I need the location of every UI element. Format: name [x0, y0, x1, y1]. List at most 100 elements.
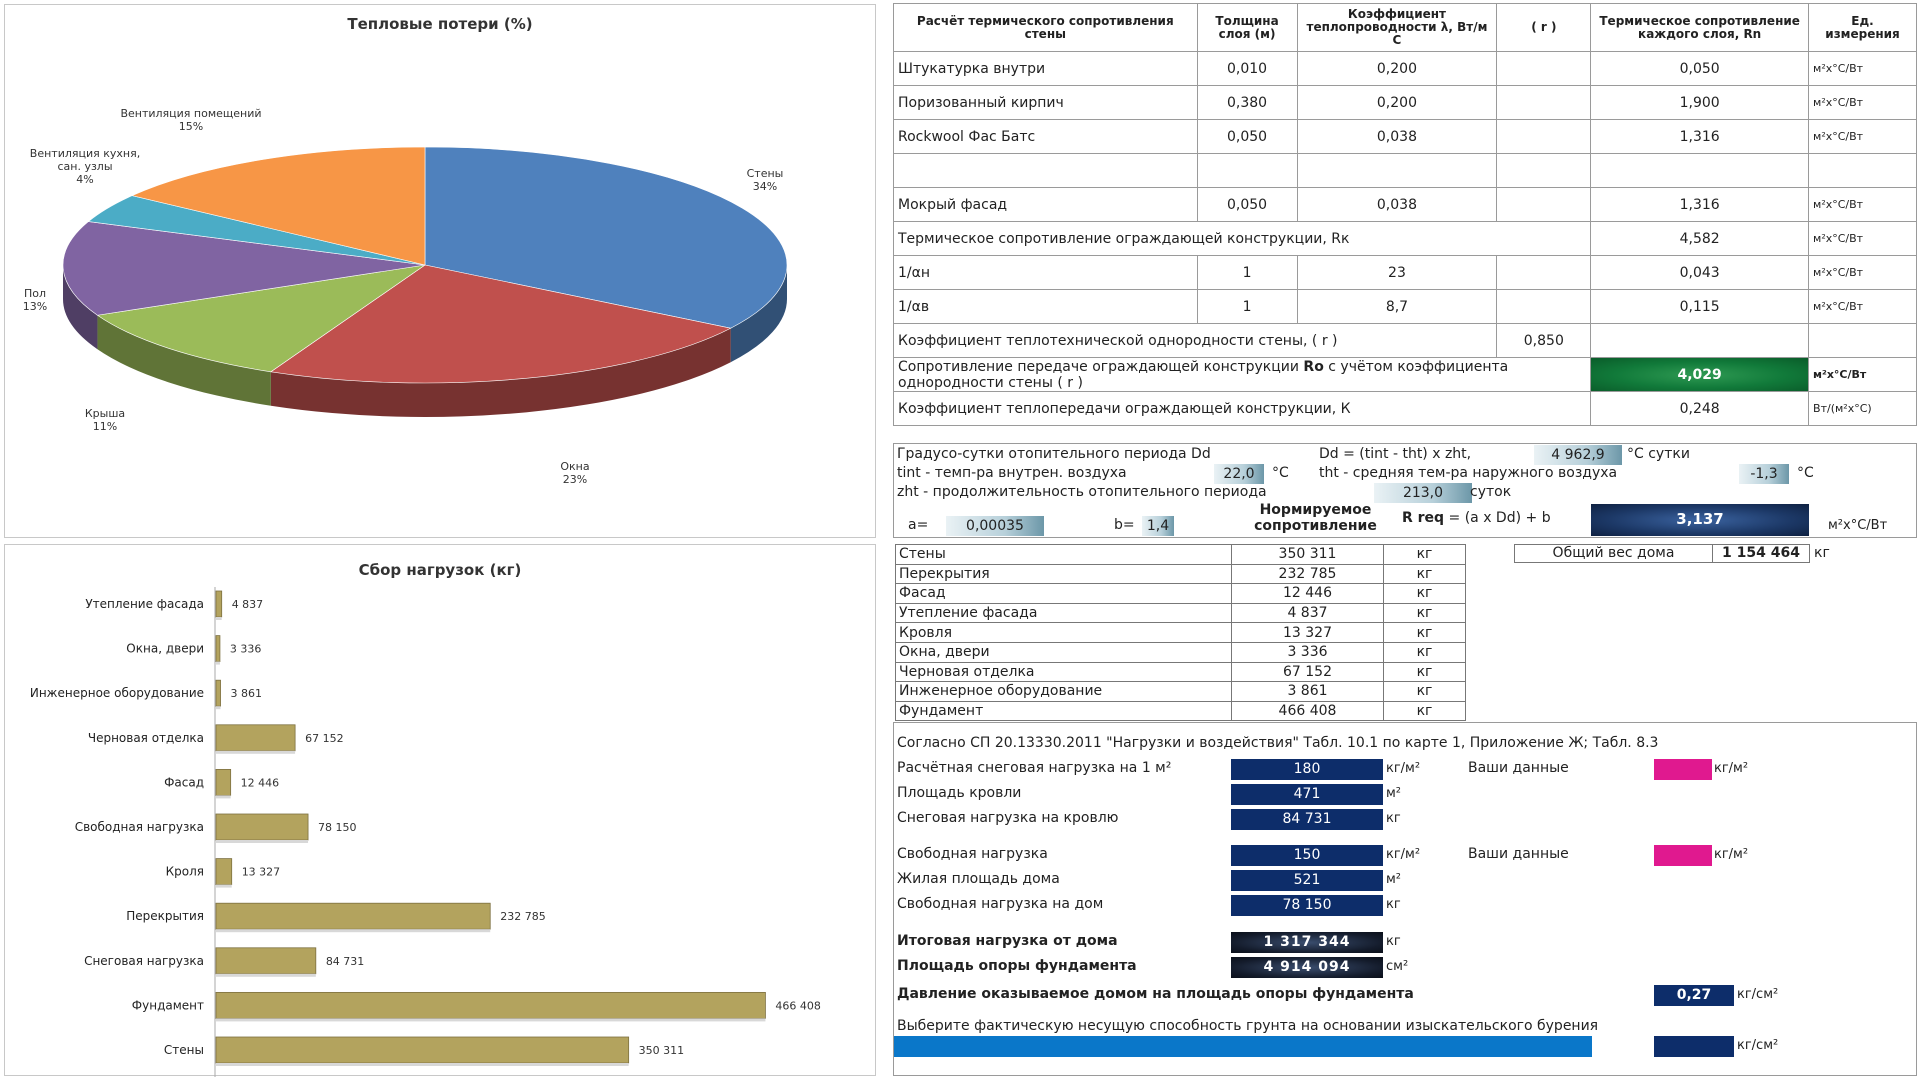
b-value[interactable]: 1,4: [1142, 516, 1174, 536]
load-value[interactable]: 13 327: [1231, 622, 1384, 643]
av-n[interactable]: 1: [1196, 289, 1298, 324]
degree-days-block: Градусо-сутки отопительного периода Dd D…: [893, 443, 1917, 538]
tht-value[interactable]: -1,3: [1739, 464, 1789, 484]
bar-shadow: [216, 929, 491, 933]
soil-capacity-select[interactable]: [894, 1036, 1592, 1057]
load-value[interactable]: 12 446: [1231, 583, 1384, 604]
loads-row: Стены 350 311 кг: [895, 544, 1466, 565]
snow-load-value[interactable]: 180: [1231, 759, 1383, 780]
tint-unit: °С: [1272, 465, 1289, 481]
foundation-area-value[interactable]: 4 914 094: [1231, 957, 1383, 978]
dd-label: Градусо-сутки отопительного периода Dd: [897, 446, 1211, 462]
norm-reference: Согласно СП 20.13330.2011 "Нагрузки и во…: [897, 735, 1659, 751]
layer-unit: м²х°С/Вт: [1808, 51, 1917, 86]
load-unit: кг: [1383, 583, 1466, 604]
pressure-value[interactable]: 0,27: [1654, 985, 1734, 1006]
ro-value[interactable]: 4,029: [1590, 357, 1810, 392]
living-area-unit: м²: [1386, 872, 1402, 887]
roof-snow-load-label: Снеговая нагрузка на кровлю: [897, 810, 1119, 826]
total-load-value[interactable]: 1 317 344: [1231, 932, 1383, 953]
zht-value[interactable]: 213,0: [1374, 483, 1472, 503]
rreq-value[interactable]: 3,137: [1591, 504, 1809, 536]
k-label: Коэффициент теплопередачи ограждающей ко…: [892, 391, 1592, 426]
pie-slice: [424, 146, 788, 329]
load-name: Стены: [895, 544, 1232, 565]
layer-row: Штукатурка внутри 0,010 0,200 0,050 м²х°С/Вт: [893, 51, 1917, 86]
dd-unit: °С сутки: [1627, 446, 1690, 462]
layer-thickness[interactable]: 0,380: [1196, 85, 1298, 120]
tint-value[interactable]: 22,0: [1214, 464, 1264, 484]
bar-shadow: [216, 1018, 766, 1022]
a-label: a=: [908, 517, 929, 533]
layer-lambda[interactable]: [1296, 153, 1498, 188]
homogeneity-value[interactable]: 0,850: [1496, 323, 1592, 358]
load-value[interactable]: 466 408: [1231, 700, 1384, 722]
dd-value[interactable]: 4 962,9: [1534, 445, 1622, 465]
av-unit: м²х°С/Вт: [1808, 289, 1917, 324]
an-v[interactable]: 23: [1296, 255, 1498, 290]
soil-capacity-value[interactable]: [1654, 1036, 1734, 1057]
your-snow-input[interactable]: [1654, 759, 1712, 780]
load-value[interactable]: 67 152: [1231, 661, 1384, 683]
bar: [215, 635, 221, 662]
layer-r[interactable]: [1496, 187, 1592, 222]
an-label: 1/αн: [893, 255, 1198, 290]
layer-lambda[interactable]: 0,038: [1296, 119, 1498, 154]
foundation-area-unit: см²: [1386, 959, 1409, 974]
load-value[interactable]: 3 336: [1231, 641, 1384, 663]
a-value[interactable]: 0,00035: [946, 516, 1044, 536]
rk-row: Термическое сопротивление ограждающей ко…: [892, 221, 1917, 256]
homogeneity-label: Коэффициент теплотехнической однородност…: [892, 323, 1498, 358]
layer-r[interactable]: [1496, 51, 1592, 86]
bar-shadow: [216, 617, 222, 620]
header-r: ( r ): [1496, 3, 1592, 52]
load-value[interactable]: 4 837: [1231, 602, 1384, 624]
pie-percent-label: 13%: [23, 300, 47, 313]
layer-r[interactable]: [1496, 119, 1592, 154]
roof-area-value[interactable]: 471: [1231, 784, 1383, 805]
load-value[interactable]: 350 311: [1231, 544, 1384, 565]
layer-row: Rockwool Фас Батс 0,050 0,038 1,316 м²х°С/Вт: [893, 119, 1917, 154]
layer-lambda[interactable]: 0,038: [1296, 187, 1498, 222]
k-value[interactable]: 0,248: [1590, 391, 1810, 426]
layer-r[interactable]: [1496, 153, 1592, 188]
layer-thickness[interactable]: 0,050: [1196, 119, 1298, 154]
an-n[interactable]: 1: [1196, 255, 1298, 290]
layer-lambda[interactable]: 0,200: [1296, 51, 1498, 86]
layer-rn[interactable]: [1590, 153, 1810, 188]
pie-slice: [131, 146, 426, 266]
living-area-value[interactable]: 521: [1231, 870, 1383, 891]
layer-thickness[interactable]: [1196, 153, 1298, 188]
bar: [215, 902, 491, 930]
an-value[interactable]: 0,043: [1590, 255, 1810, 290]
layer-rn[interactable]: 0,050: [1590, 51, 1810, 86]
pie-percent-label: 15%: [179, 120, 203, 133]
bar-value-label: 67 152: [305, 732, 344, 745]
pie-slice: [96, 264, 426, 373]
av-value[interactable]: 0,115: [1590, 289, 1810, 324]
rk-value[interactable]: 4,582: [1590, 221, 1810, 256]
layer-thickness[interactable]: 0,050: [1196, 187, 1298, 222]
pie-slice-side: [730, 265, 787, 363]
roof-snow-load-value[interactable]: 84 731: [1231, 809, 1383, 830]
layer-r[interactable]: [1496, 85, 1592, 120]
bar-value-label: 12 446: [241, 776, 279, 789]
layer-rn[interactable]: 1,316: [1590, 119, 1810, 154]
load-value[interactable]: 3 861: [1231, 681, 1384, 702]
ro-unit: м²х°С/Вт: [1808, 357, 1917, 392]
loads-row: Инженерное оборудование 3 861 кг: [895, 681, 1466, 702]
foundation-area-label: Площадь опоры фундамента: [897, 958, 1137, 974]
free-load-value[interactable]: 150: [1231, 845, 1383, 866]
layer-rn[interactable]: 1,316: [1590, 187, 1810, 222]
pie-slice-side: [97, 315, 271, 406]
free-house-load-value[interactable]: 78 150: [1231, 895, 1383, 916]
load-value[interactable]: 232 785: [1231, 563, 1384, 585]
layer-thickness[interactable]: 0,010: [1196, 51, 1298, 86]
heat-loss-chart-title: Тепловые потери (%): [347, 15, 533, 33]
pie-percent-label: 4%: [76, 173, 93, 186]
av-v[interactable]: 8,7: [1296, 289, 1498, 324]
layer-rn[interactable]: 1,900: [1590, 85, 1810, 120]
your-free-load-input[interactable]: [1654, 845, 1712, 866]
total-weight-value[interactable]: 1 154 464: [1722, 545, 1800, 561]
layer-lambda[interactable]: 0,200: [1296, 85, 1498, 120]
